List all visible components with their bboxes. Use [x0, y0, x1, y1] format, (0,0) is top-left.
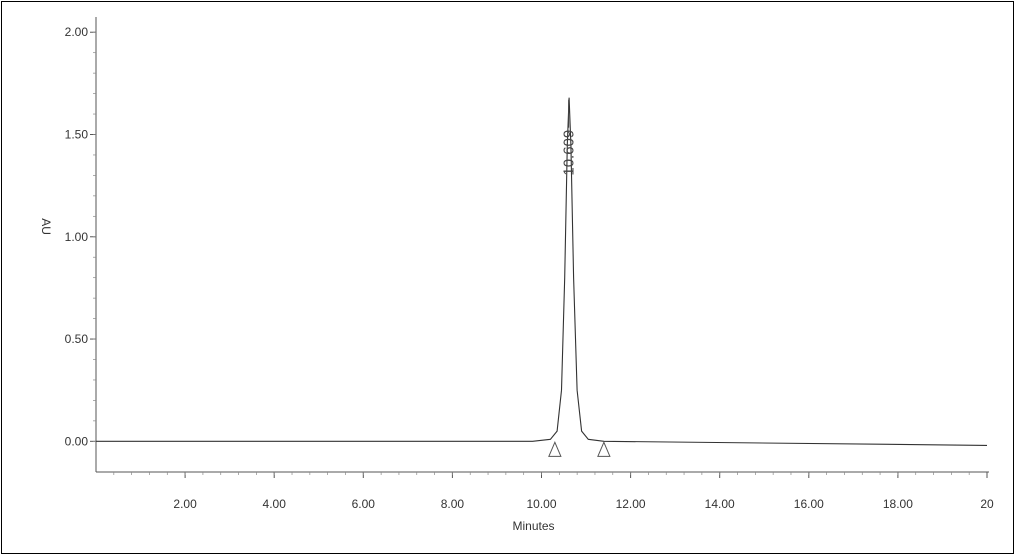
x-tick-label: 4.00	[263, 497, 287, 511]
integration-marker	[597, 441, 611, 457]
series-line	[96, 97, 988, 446]
x-axis-title: Minutes	[512, 519, 554, 533]
peak-label: 10.609	[561, 130, 578, 176]
y-tick-label: 2.00	[65, 25, 89, 39]
y-tick-label: 1.00	[65, 230, 89, 244]
y-tick-label: 1.50	[65, 128, 89, 142]
x-tick-label: 20	[980, 497, 994, 511]
x-tick-label: 6.00	[352, 497, 376, 511]
integration-marker	[548, 441, 562, 457]
y-axis-title: AU	[39, 218, 53, 235]
x-tick-label: 12.00	[616, 497, 646, 511]
x-tick-label: 8.00	[441, 497, 465, 511]
x-tick-label: 10.00	[526, 497, 556, 511]
y-tick-label: 0.50	[65, 332, 89, 346]
x-tick-label: 18.00	[883, 497, 913, 511]
x-tick-label: 2.00	[173, 497, 197, 511]
y-tick-label: 0.00	[65, 434, 89, 448]
x-tick-label: 16.00	[794, 497, 824, 511]
x-tick-label: 14.00	[705, 497, 735, 511]
